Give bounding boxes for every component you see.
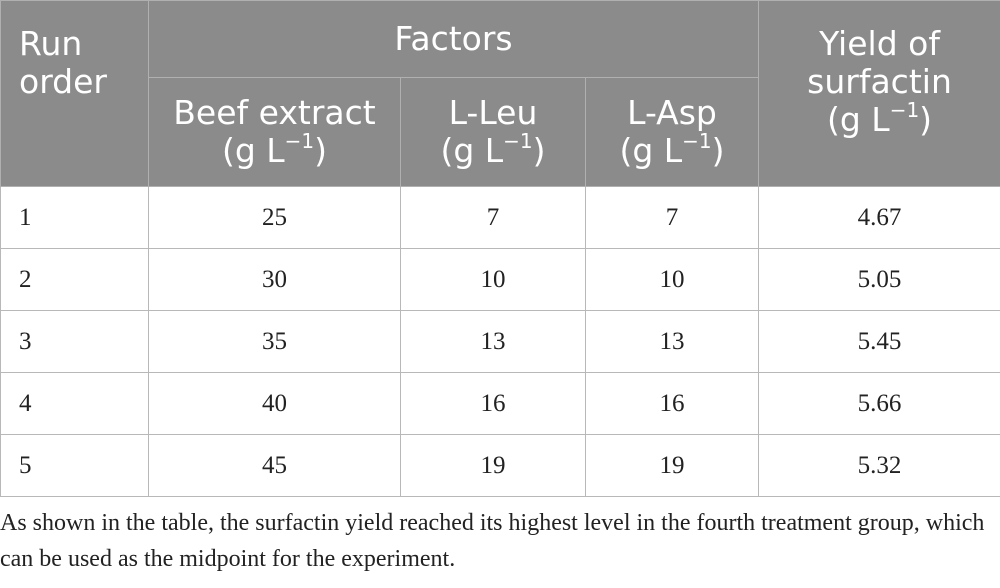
header-factors: Factors xyxy=(147,0,760,78)
header-l-asp-label: L-Asp xyxy=(627,93,717,132)
header-l-leu: L-Leu (g L−1) xyxy=(400,77,586,187)
header-yield-unit: (g L−1) xyxy=(827,100,932,139)
unit-exponent: −1 xyxy=(503,129,533,153)
cell-l-asp: 19 xyxy=(584,434,760,497)
cell-beef-extract: 45 xyxy=(148,434,401,497)
cell-yield: 5.05 xyxy=(758,248,1000,311)
table-row: 2 30 10 10 5.05 xyxy=(0,248,1000,311)
unit-base: (g L xyxy=(221,131,285,170)
table-footnote: As shown in the table, the surfactin yie… xyxy=(0,510,985,572)
table-row: 3 35 13 13 5.45 xyxy=(0,310,1000,373)
cell-l-leu: 13 xyxy=(400,310,586,373)
cell-l-leu: 19 xyxy=(400,434,586,497)
table-header: Run order Factors Yield of surfactin (g … xyxy=(0,0,1000,187)
cell-run: 5 xyxy=(0,434,149,497)
cell-run: 1 xyxy=(0,186,149,249)
table-body: 1 25 7 7 4.67 2 30 10 10 5.05 3 35 13 13… xyxy=(0,186,1000,497)
unit-base: (g L xyxy=(440,131,504,170)
cell-l-asp: 16 xyxy=(584,372,760,435)
cell-run: 4 xyxy=(0,372,149,435)
unit-close: ) xyxy=(919,100,933,139)
cell-yield: 5.66 xyxy=(758,372,1000,435)
header-beef-extract: Beef extract (g L−1) xyxy=(148,77,401,187)
cell-l-leu: 10 xyxy=(400,248,586,311)
unit-exponent: −1 xyxy=(682,129,712,153)
cell-l-leu: 16 xyxy=(400,372,586,435)
header-run-order-line1: Run xyxy=(19,24,83,63)
header-l-asp: L-Asp (g L−1) xyxy=(584,77,760,187)
data-table-container: Run order Factors Yield of surfactin (g … xyxy=(0,0,1000,497)
cell-yield: 4.67 xyxy=(758,186,1000,249)
cell-l-asp: 7 xyxy=(584,186,760,249)
cell-beef-extract: 30 xyxy=(148,248,401,311)
table-row: 5 45 19 19 5.32 xyxy=(0,434,1000,497)
cell-run: 2 xyxy=(0,248,149,311)
header-l-leu-unit: (g L−1) xyxy=(440,131,545,170)
header-run-order-line2: order xyxy=(19,62,107,101)
cell-yield: 5.45 xyxy=(758,310,1000,373)
cell-yield: 5.32 xyxy=(758,434,1000,497)
table-row: 4 40 16 16 5.66 xyxy=(0,372,1000,435)
header-yield-line1: Yield of xyxy=(819,24,940,63)
header-run-order: Run order xyxy=(0,0,149,187)
header-l-leu-label: L-Leu xyxy=(448,93,538,132)
cell-l-asp: 13 xyxy=(584,310,760,373)
header-beef-extract-unit: (g L−1) xyxy=(222,131,327,170)
unit-exponent: −1 xyxy=(284,129,315,153)
cell-beef-extract: 35 xyxy=(148,310,401,373)
cell-beef-extract: 40 xyxy=(148,372,401,435)
header-l-asp-unit: (g L−1) xyxy=(619,131,724,170)
unit-close: ) xyxy=(711,131,725,170)
surfactin-yield-table: Run order Factors Yield of surfactin (g … xyxy=(0,0,1000,497)
cell-l-asp: 10 xyxy=(584,248,760,311)
unit-exponent: −1 xyxy=(889,98,920,122)
header-yield-line2: surfactin xyxy=(807,62,952,101)
table-row: 1 25 7 7 4.67 xyxy=(0,186,1000,249)
unit-close: ) xyxy=(314,131,328,170)
cell-run: 3 xyxy=(0,310,149,373)
unit-base: (g L xyxy=(826,100,890,139)
header-yield: Yield of surfactin (g L−1) xyxy=(758,0,1000,187)
unit-base: (g L xyxy=(619,131,683,170)
header-beef-extract-label: Beef extract xyxy=(173,93,376,132)
unit-close: ) xyxy=(532,131,546,170)
cell-beef-extract: 25 xyxy=(148,186,401,249)
cell-l-leu: 7 xyxy=(400,186,586,249)
